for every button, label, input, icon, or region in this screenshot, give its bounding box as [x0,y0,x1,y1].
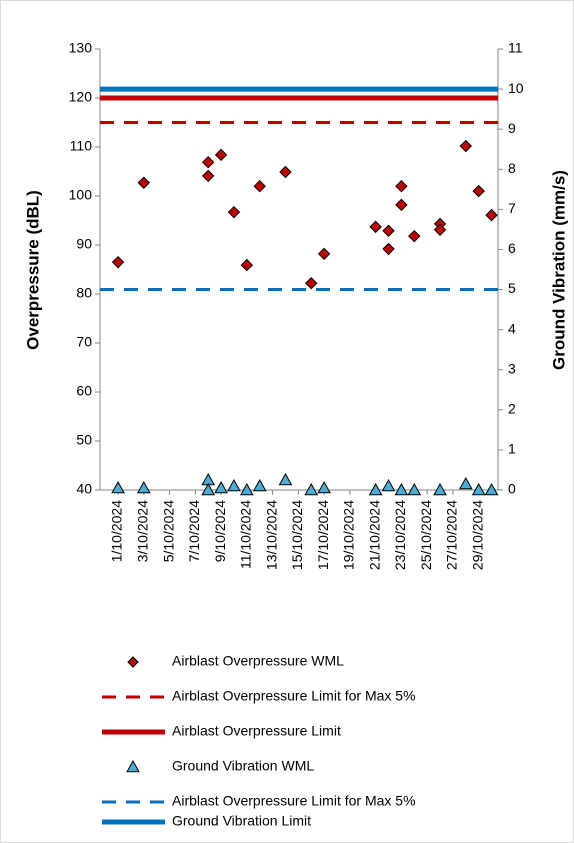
triangle-point [214,480,228,494]
diamond-point [253,179,266,193]
diamond-point [305,277,318,290]
y2-tick-label: 5 [508,280,516,296]
triangle-point [278,472,293,486]
y2-axis-title: Ground Vibration (mm/s) [549,170,568,370]
x-tick-label: 23/10/2024 [392,500,408,570]
y-tick-label: 70 [76,334,92,350]
y-tick-label: 110 [70,138,93,154]
triangle-point [484,482,499,496]
y2-tick-label: 3 [508,360,516,376]
diamond-point [227,205,241,219]
legend-label: Airblast Overpressure Limit for Max 5% [172,793,416,809]
diamond-point [433,223,447,237]
diamond-point [317,247,331,261]
x-tick-label: 13/10/2024 [263,500,279,570]
y2-tick-label: 6 [508,240,516,256]
x-tick-label: 5/10/2024 [160,500,176,562]
triangle-point [317,480,331,494]
diamond-point [459,139,473,153]
y-tick-label: 100 [69,187,93,203]
legend-label: Ground Vibration WML [172,758,314,774]
y2-tick-label: 1 [508,441,516,457]
legend-marker [126,759,140,773]
triangle-point [111,480,125,494]
y-axis-title: Overpressure (dBL) [23,190,42,350]
diamond-point [137,176,151,189]
x-tick-label: 7/10/2024 [186,500,202,562]
x-tick-label: 17/10/2024 [315,500,331,570]
x-tick-label: 11/10/2024 [238,500,254,569]
diamond-point [382,242,395,256]
triangle-point [471,482,486,496]
y2-tick-label: 11 [508,40,523,56]
diamond-point [408,229,421,243]
y2-tick-label: 8 [508,160,516,176]
y-tick-label: 60 [76,383,92,399]
y-tick-label: 40 [76,481,92,497]
triangle-point [136,480,151,494]
diamond-point [395,198,408,212]
x-tick-label: 15/10/2024 [289,500,305,570]
y2-tick-label: 10 [508,80,524,96]
triangle-point [368,482,383,496]
triangle-point [201,482,216,496]
diamond-point [382,224,395,237]
y2-tick-label: 9 [508,120,516,136]
legend-label: Airblast Overpressure Limit for Max 5% [172,688,416,704]
diamond-point [214,148,228,162]
diamond-point [201,155,215,169]
legend-label: Airblast Overpressure Limit [172,723,341,739]
y2-tick-label: 0 [508,481,516,497]
diamond-point [201,169,215,183]
y-tick-label: 50 [76,432,92,448]
diamond-point [472,184,485,198]
triangle-point [458,476,473,490]
y2-tick-label: 2 [508,401,516,417]
triangle-point [433,482,447,496]
x-tick-label: 25/10/2024 [418,500,434,570]
y-tick-label: 120 [69,89,93,105]
y-tick-label: 90 [76,236,92,252]
x-tick-label: 29/10/2024 [469,500,485,570]
diamond-point [279,165,292,179]
triangle-point [227,478,241,492]
y-tick-label: 80 [76,285,92,301]
x-tick-label: 3/10/2024 [134,500,150,562]
diamond-point [240,258,254,272]
triangle-point [304,482,319,496]
diamond-point [395,179,408,193]
legend-marker [127,656,139,668]
triangle-point [239,482,254,496]
x-tick-label: 9/10/2024 [212,500,228,562]
x-tick-label: 27/10/2024 [444,500,460,570]
x-tick-label: 1/10/2024 [109,500,125,562]
y2-tick-label: 4 [508,320,516,336]
triangle-point [252,478,267,492]
triangle-point [407,482,422,496]
triangle-point [381,478,396,492]
diamond-point [111,255,125,269]
y2-tick-label: 7 [508,200,516,216]
y-tick-label: 130 [69,40,93,56]
x-tick-label: 19/10/2024 [341,500,357,570]
diamond-point [485,208,498,222]
legend-label: Ground Vibration Limit [172,813,311,829]
legend-label: Airblast Overpressure WML [172,653,344,669]
triangle-point [394,482,409,496]
x-tick-label: 21/10/2024 [366,500,382,570]
diamond-point [369,220,382,234]
